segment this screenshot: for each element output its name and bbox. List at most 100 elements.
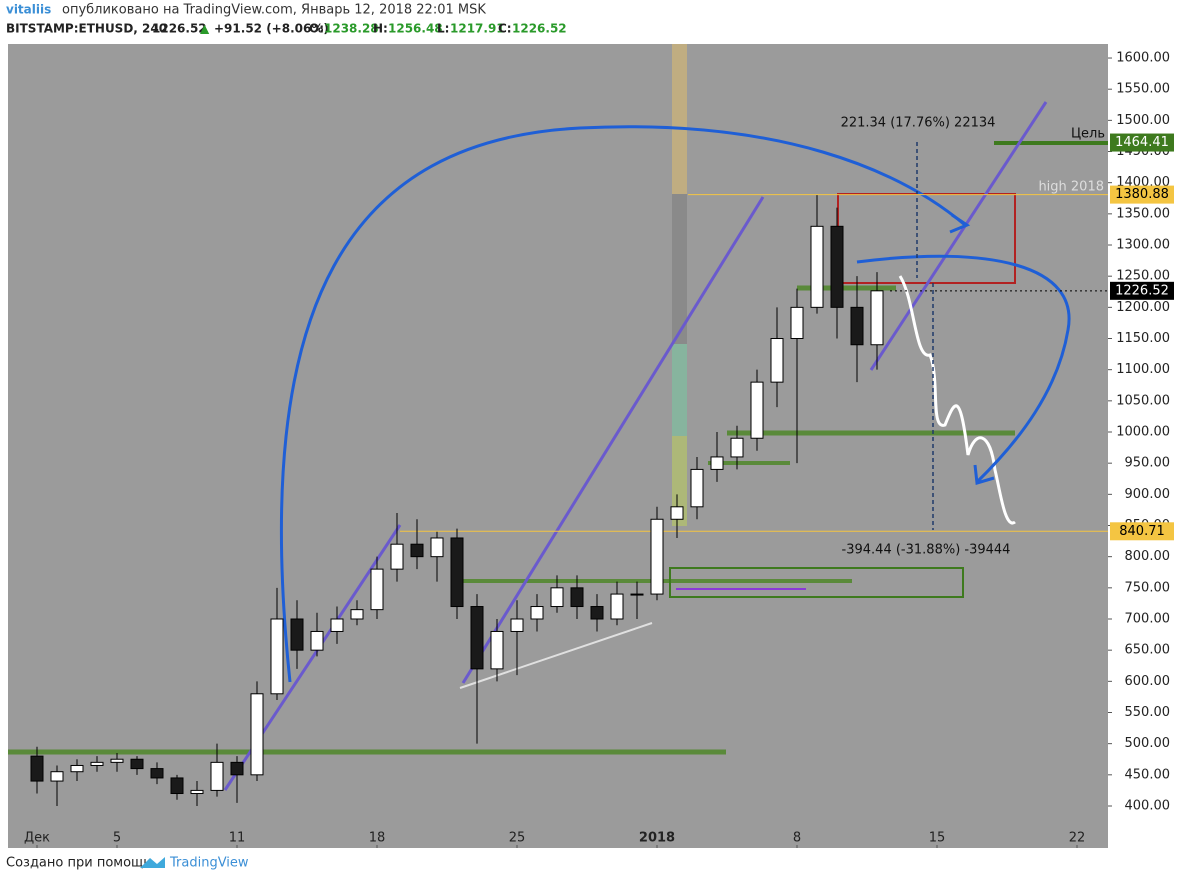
price-label-box: [1110, 522, 1174, 541]
candle-body: [730, 437, 744, 458]
x-tick-label: 5: [113, 831, 121, 846]
y-tick-label: 450.00: [1125, 767, 1171, 782]
candle-body: [290, 618, 304, 651]
candle-body: [330, 618, 344, 632]
y-tick-label: 1000.00: [1116, 425, 1170, 440]
trend-line: [869, 101, 1048, 371]
y-tick-label: 750.00: [1125, 580, 1171, 595]
price-label-box: [1110, 185, 1174, 204]
price-label: 1464.41: [1115, 135, 1169, 150]
change: +91.52 (+8.06%): [214, 22, 329, 36]
o-label: O:: [309, 22, 324, 36]
published: опубликовано на TradingView.com, Январь …: [62, 3, 486, 18]
y-tick-label: 650.00: [1125, 643, 1171, 658]
candle-body: [370, 568, 384, 611]
candle-body: [30, 755, 44, 782]
up-arrow: ▲: [200, 22, 210, 36]
brand[interactable]: TradingView: [169, 856, 249, 871]
y-tick-label: 1200.00: [1116, 300, 1170, 315]
candle-body: [610, 593, 624, 620]
y-tick-label: 400.00: [1125, 798, 1171, 813]
y-tick-label: 1300.00: [1116, 238, 1170, 253]
candle-body: [870, 290, 884, 346]
y-tick-label: 500.00: [1125, 736, 1171, 751]
candle-body: [170, 777, 184, 795]
price-label: 1380.88: [1115, 187, 1169, 202]
y-tick-label: 900.00: [1125, 487, 1171, 502]
y-tick-label: 1250.00: [1116, 269, 1170, 284]
l-label: L:: [437, 22, 449, 36]
price-label: 1226.52: [1115, 283, 1169, 298]
arrow: [279, 125, 966, 683]
y-tick-label: 550.00: [1125, 705, 1171, 720]
candle-body: [650, 518, 664, 595]
candle-body: [710, 456, 724, 470]
arrow: [856, 254, 1071, 484]
candle-body: [350, 609, 364, 620]
candle-body: [590, 606, 604, 620]
y-tick-label: 950.00: [1125, 456, 1171, 471]
c-value: 1226.52: [512, 22, 567, 36]
x-tick-label: Дек: [24, 831, 50, 846]
h-label: H:: [373, 22, 388, 36]
support-line: [459, 622, 653, 689]
y-tick-label: 1500.00: [1116, 113, 1170, 128]
candle-body: [550, 587, 564, 608]
price-label-box: [1110, 133, 1174, 152]
x-tick-label: 25: [509, 831, 526, 846]
price-label-box: [1110, 281, 1174, 300]
candle-body: [270, 618, 284, 695]
y-tick-label: 1350.00: [1116, 206, 1170, 221]
y-tick-label: 600.00: [1125, 674, 1171, 689]
y-tick-label: 800.00: [1125, 549, 1171, 564]
candle-body: [630, 593, 644, 596]
candle-body: [770, 338, 784, 383]
arrow-head: [973, 464, 995, 485]
candle-body: [210, 761, 224, 791]
c-label: C:: [498, 22, 512, 36]
candle-body: [110, 758, 124, 763]
x-tick-label: 2018: [639, 831, 675, 846]
candle-body: [190, 789, 204, 795]
last-price: 1226.52: [152, 22, 207, 36]
target-label: Цель: [1071, 127, 1105, 142]
author[interactable]: vitaliis: [6, 3, 51, 17]
y-tick-label: 1100.00: [1116, 362, 1170, 377]
candle-body: [50, 771, 64, 782]
x-tick-label: 11: [229, 831, 246, 846]
candle-body: [850, 306, 864, 346]
candle-body: [690, 468, 704, 508]
candle-body: [90, 761, 104, 766]
x-tick-label: 22: [1069, 831, 1086, 846]
candle-body: [430, 537, 444, 558]
zone: [672, 194, 687, 344]
y-tick-label: 1150.00: [1116, 331, 1170, 346]
measure-label: 221.34 (17.76%) 22134: [841, 116, 996, 131]
projection: [898, 275, 1016, 525]
o-value: 1238.28: [324, 22, 379, 36]
y-tick-label: 1550.00: [1116, 82, 1170, 97]
y-tick-label: 1050.00: [1116, 393, 1170, 408]
measure-label: -394.44 (-31.88%) -39444: [842, 543, 1011, 558]
h-value: 1256.48: [388, 22, 443, 36]
candle-body: [830, 225, 844, 308]
candle-body: [390, 543, 404, 570]
x-tick-label: 15: [929, 831, 946, 846]
high-label: high 2018: [1038, 180, 1104, 195]
symbol: BITSTAMP:ETHUSD, 240: [6, 22, 167, 36]
candle-body: [410, 543, 424, 558]
candle-body: [750, 381, 764, 439]
price-label: 840.71: [1119, 524, 1165, 539]
footer-text: Создано при помощи: [6, 856, 152, 871]
arrow-head: [949, 213, 971, 234]
candle-body: [490, 630, 504, 670]
candle-body: [450, 537, 464, 608]
x-tick-label: 8: [793, 831, 801, 846]
l-value: 1217.91: [450, 22, 505, 36]
zone: [672, 436, 687, 526]
candle-body: [670, 506, 684, 520]
range-box: [669, 567, 964, 598]
candle-body: [530, 606, 544, 620]
candle-body: [810, 225, 824, 308]
